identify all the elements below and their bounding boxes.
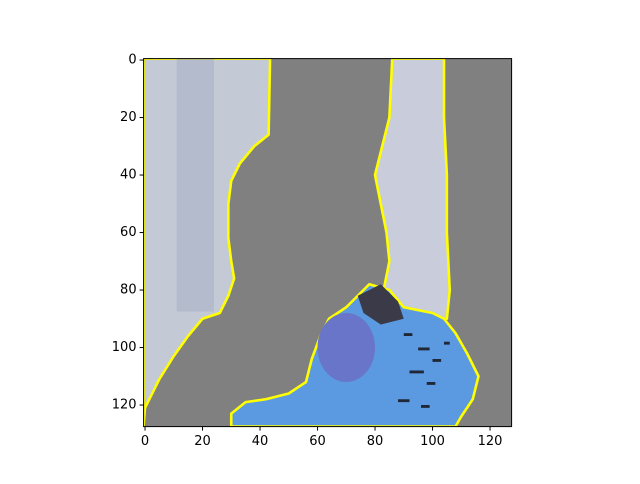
- axes-frame: [143, 58, 513, 428]
- x-tick-label: 20: [194, 434, 211, 449]
- hair: [357, 284, 404, 325]
- head: [317, 313, 375, 382]
- y-tick-label: 120: [112, 398, 137, 413]
- y-tick-label: 20: [120, 110, 137, 125]
- y-tick-label: 100: [112, 340, 137, 355]
- y-tick-label: 0: [128, 53, 136, 68]
- y-tick-label: 40: [120, 168, 137, 183]
- pattern: [398, 333, 450, 408]
- x-tick-label: 80: [367, 434, 384, 449]
- x-tick-label: 60: [309, 434, 326, 449]
- y-tick-label: 80: [120, 283, 137, 298]
- x-tick-label: 0: [141, 434, 149, 449]
- x-tick-label: 120: [478, 434, 503, 449]
- x-tick-label: 100: [420, 434, 445, 449]
- wall-shade: [176, 58, 214, 312]
- image: [143, 58, 512, 427]
- x-tick-label: 40: [252, 434, 269, 449]
- y-tick-label: 60: [120, 225, 137, 240]
